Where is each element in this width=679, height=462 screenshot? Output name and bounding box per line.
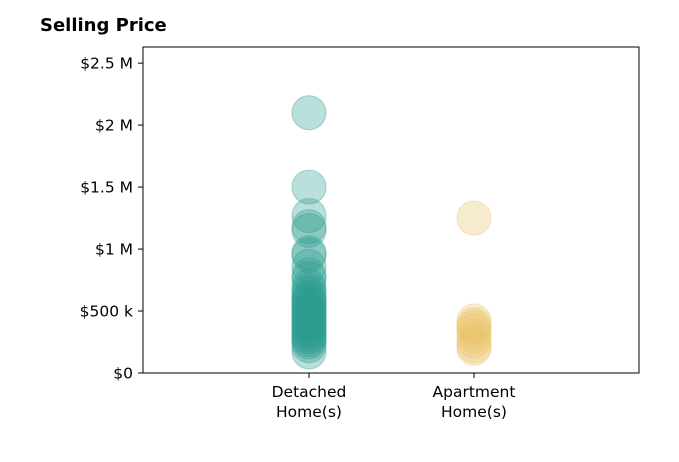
data-point <box>291 302 327 338</box>
chart-title: Selling Price <box>40 15 167 36</box>
y-tick-label: $0 <box>113 365 133 383</box>
data-point <box>291 169 327 205</box>
data-point <box>291 282 327 318</box>
data-point <box>291 292 327 328</box>
data-point <box>291 209 327 245</box>
data-point <box>291 294 327 330</box>
data-point <box>291 257 327 293</box>
data-point <box>291 272 327 308</box>
data-point <box>456 318 492 354</box>
data-point <box>291 304 327 340</box>
data-point <box>291 235 327 271</box>
data-point <box>291 334 327 370</box>
data-point <box>456 303 492 339</box>
x-tick-label: Detached Home(s) <box>272 383 347 421</box>
data-point <box>456 323 492 359</box>
data-point <box>291 289 327 325</box>
data-point <box>291 212 327 249</box>
data-point <box>291 276 327 312</box>
data-point <box>456 330 492 366</box>
data-point <box>291 297 327 333</box>
data-point <box>291 197 327 234</box>
data-points <box>291 95 492 370</box>
data-point <box>291 328 327 364</box>
y-tick-label: $1 M <box>95 241 133 259</box>
y-tick-label: $500 k <box>80 303 133 321</box>
data-point <box>456 200 492 236</box>
data-point <box>291 261 327 297</box>
data-point <box>291 287 327 323</box>
data-point <box>291 299 327 335</box>
y-tick-label: $1.5 M <box>80 179 133 197</box>
data-point <box>291 307 327 343</box>
data-point <box>291 268 327 304</box>
x-tick-label: Apartment Home(s) <box>433 383 516 421</box>
data-point <box>291 319 327 355</box>
y-tick-label: $2.5 M <box>80 55 133 73</box>
data-point <box>291 312 327 348</box>
data-point <box>291 309 327 345</box>
data-point <box>291 324 327 360</box>
data-point <box>456 328 492 364</box>
data-point <box>291 279 327 315</box>
data-point <box>291 95 327 131</box>
data-point <box>291 248 327 284</box>
axes: $0 $500 k $1 M $1.5 M $2 M $2.5 M Detached Home… <box>80 46 640 421</box>
data-point <box>456 313 492 349</box>
data-point <box>456 307 492 343</box>
plot-frame <box>142 46 640 374</box>
data-point <box>291 284 327 320</box>
data-point <box>291 321 327 358</box>
y-tick-label: $2 M <box>95 117 133 135</box>
data-point <box>456 309 492 345</box>
data-point <box>291 316 327 353</box>
data-point <box>291 314 327 350</box>
data-point <box>291 237 327 273</box>
